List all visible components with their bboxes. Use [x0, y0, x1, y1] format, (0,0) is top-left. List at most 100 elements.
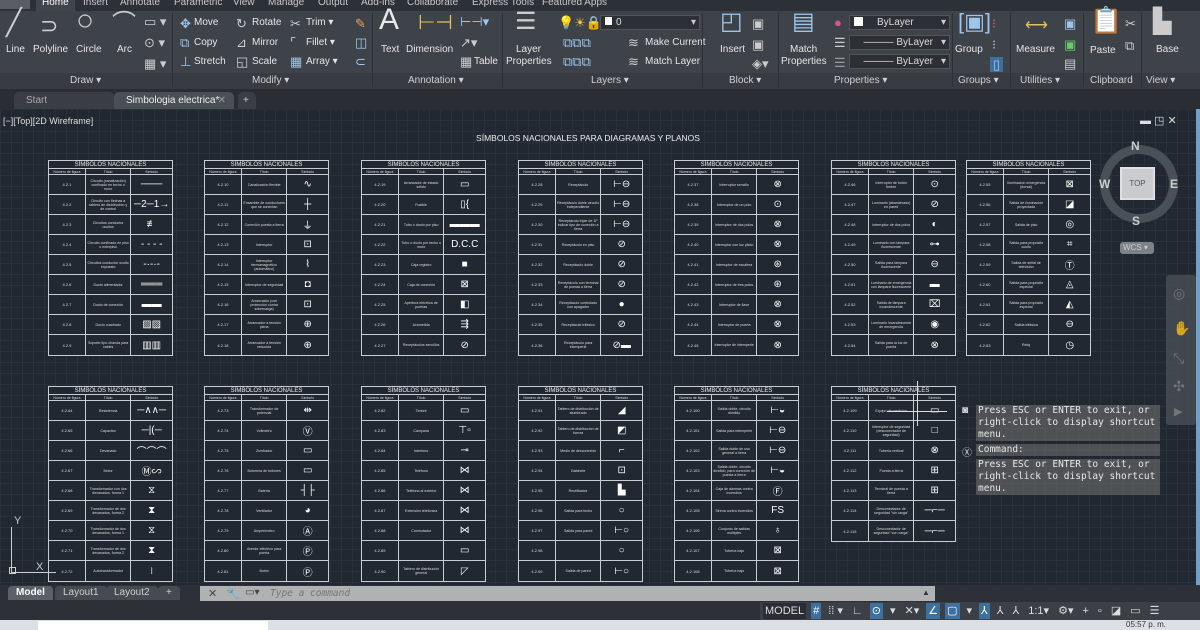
edit-block-icon[interactable]: ▣	[752, 37, 765, 52]
ribbon-tab-insert[interactable]: Insert	[83, 0, 109, 8]
taskbar-search[interactable]	[38, 621, 268, 630]
ortho-toggle-icon[interactable]: ∟	[851, 605, 863, 617]
osnap-dropdown-icon[interactable]: ▾	[966, 605, 973, 617]
mirror-button[interactable]: Mirror	[252, 37, 279, 48]
block-attribute-icon[interactable]: ◈▾	[752, 56, 769, 71]
trim-button[interactable]: Trim ▾	[306, 17, 334, 28]
close-tab-icon[interactable]: ✕	[217, 95, 226, 106]
auto-scale-icon[interactable]: ⅄	[996, 605, 1004, 617]
group-edit-icon[interactable]: ⁝	[992, 37, 997, 52]
tab-model[interactable]: Model	[8, 586, 53, 600]
layer-tools-icons-2[interactable]: ⧉⧉⧉	[563, 54, 591, 69]
linetype-dropdown[interactable]: ——— ByLayer	[849, 35, 950, 50]
paste-icon[interactable]: 📋	[1090, 5, 1123, 35]
make-current-button[interactable]: Make Current	[645, 37, 706, 48]
calculator-icon[interactable]: ▤	[1064, 56, 1077, 71]
groups-panel-label[interactable]: Groups ▾	[958, 75, 999, 86]
group-selection-icon[interactable]: ▯	[990, 57, 1004, 72]
match-properties-button-2[interactable]: Properties	[781, 56, 827, 67]
match-layer-button[interactable]: Match Layer	[645, 56, 701, 67]
dimension-button[interactable]: Dimension	[406, 44, 454, 55]
cut-icon[interactable]: ✂	[1125, 16, 1136, 31]
dimension-icon[interactable]: ⊢⊣	[418, 12, 453, 34]
object-snap-tracking-icon[interactable]: ∠	[926, 603, 941, 619]
circle-icon[interactable]: ○	[76, 4, 95, 37]
grid-toggle-icon[interactable]: #	[811, 603, 822, 619]
arc-icon[interactable]: ⌒	[112, 10, 136, 37]
lineweight-dropdown[interactable]: ——— ByLayer	[849, 54, 950, 69]
tab-start[interactable]: Start	[14, 92, 114, 109]
line-icon[interactable]: ╱	[6, 7, 22, 37]
text-icon[interactable]: A	[379, 3, 400, 36]
annotation-visibility-icon[interactable]: ⅄	[979, 603, 990, 619]
match-properties-icon[interactable]: ▤	[792, 8, 815, 35]
ribbon-tab-annotate[interactable]: Annotate	[120, 0, 161, 8]
offset-icon[interactable]: ⊂	[355, 54, 366, 69]
drawing-canvas[interactable]: [−][Top][2D Wireframe] ▬ ◳ ✕ SÍMBOLOS NA…	[0, 109, 1200, 585]
customization-menu-icon[interactable]: ☰	[1149, 605, 1160, 617]
pan-icon[interactable]: ✋	[1173, 320, 1191, 336]
leader-icon[interactable]: ↗▾	[460, 35, 478, 50]
view-panel-label[interactable]: View ▾	[1146, 75, 1176, 86]
layer-state-icons[interactable]: 💡☀🔒	[558, 15, 603, 30]
fillet-button[interactable]: Fillet ▾	[306, 37, 335, 48]
insert-button[interactable]: Insert	[720, 44, 746, 55]
orbit-icon[interactable]: ✣	[1173, 378, 1185, 394]
arc-button[interactable]: Arc	[117, 44, 132, 55]
erase-icon[interactable]: ✎	[355, 16, 366, 31]
paste-button[interactable]: Paste	[1090, 45, 1116, 56]
compass-e[interactable]: E	[1170, 177, 1179, 191]
ribbon-tab-express-tools[interactable]: Express Tools	[472, 0, 535, 8]
compass-s[interactable]: S	[1132, 214, 1141, 228]
color-dropdown[interactable]: ByLayer	[849, 15, 950, 30]
measure-button[interactable]: Measure	[1016, 44, 1055, 55]
command-input[interactable]	[270, 586, 910, 601]
clipboard-panel-label[interactable]: Clipboard	[1090, 75, 1133, 86]
rotate-button[interactable]: Rotate	[252, 17, 282, 28]
ribbon-tab-add-ins[interactable]: Add-ins	[361, 0, 395, 8]
model-space-button[interactable]: MODEL	[763, 603, 807, 619]
explode-icon[interactable]: ◫	[355, 35, 368, 50]
isodraft-icon[interactable]: ✕▾	[904, 605, 920, 617]
ribbon-tab-parametric[interactable]: Parametric	[174, 0, 223, 8]
select-all-icon[interactable]: ▣	[1064, 37, 1077, 52]
base-view-icon[interactable]: ▙	[1153, 8, 1172, 35]
match-properties-button[interactable]: Match	[790, 44, 818, 55]
modify-panel-label[interactable]: Modify ▾	[252, 75, 290, 86]
viewport-window-controls[interactable]: ▬ ◳ ✕	[1140, 115, 1177, 127]
layer-tools-icons[interactable]: ⧉⧉⧉	[563, 35, 591, 50]
line-button[interactable]: Line	[6, 44, 25, 55]
copy-clip-icon[interactable]: ⧉	[1125, 38, 1135, 53]
new-tab-button[interactable]: +	[238, 92, 256, 109]
add-layout-button[interactable]: +	[158, 586, 180, 600]
expand-history-icon[interactable]: ▲	[922, 588, 930, 597]
compass-w[interactable]: W	[1099, 177, 1111, 191]
layer-properties-icon[interactable]: ☰	[515, 8, 537, 35]
linear-dim-icon[interactable]: ⊢⊣▾	[460, 14, 490, 29]
ellipse-icon[interactable]: ⊙ ▾	[144, 35, 166, 50]
group-icon[interactable]: [▣]	[958, 9, 992, 34]
ribbon-tab-collaborate[interactable]: Collaborate	[407, 0, 459, 8]
scale-button[interactable]: Scale	[252, 56, 278, 67]
annotation-panel-label[interactable]: Annotation ▾	[408, 75, 464, 86]
ribbon-tab-manage[interactable]: Manage	[268, 0, 305, 8]
steering-wheel-icon[interactable]: ◎	[1173, 285, 1186, 301]
draw-panel-label[interactable]: Draw ▾	[70, 75, 102, 86]
app-menu-button[interactable]	[0, 0, 30, 9]
showmotion-icon[interactable]: ▶	[1174, 406, 1183, 418]
annotation-scale-icon[interactable]: ⅄	[1012, 605, 1020, 617]
tab-layout1[interactable]: Layout1	[55, 586, 107, 600]
layer-properties-button[interactable]: Layer	[516, 44, 542, 55]
polar-tracking-icon[interactable]: ⊙	[869, 603, 883, 619]
ungroup-icon[interactable]: ⁝	[992, 16, 997, 31]
create-block-icon[interactable]: ▣	[752, 16, 765, 31]
polyline-icon[interactable]: ⊃	[40, 13, 59, 38]
measure-icon[interactable]: ⟷	[1025, 17, 1048, 34]
tab-layout2[interactable]: Layout2	[106, 586, 158, 600]
group-button[interactable]: Group	[955, 44, 983, 55]
object-snap-icon[interactable]: ▢	[945, 603, 960, 619]
layers-panel-label[interactable]: Layers ▾	[591, 75, 629, 86]
snap-toggle-icon[interactable]: ⁞⁞ ▾	[828, 605, 843, 617]
ribbon-tab-featured-apps[interactable]: Featured Apps	[542, 0, 608, 8]
properties-panel-label[interactable]: Properties ▾	[834, 75, 888, 86]
